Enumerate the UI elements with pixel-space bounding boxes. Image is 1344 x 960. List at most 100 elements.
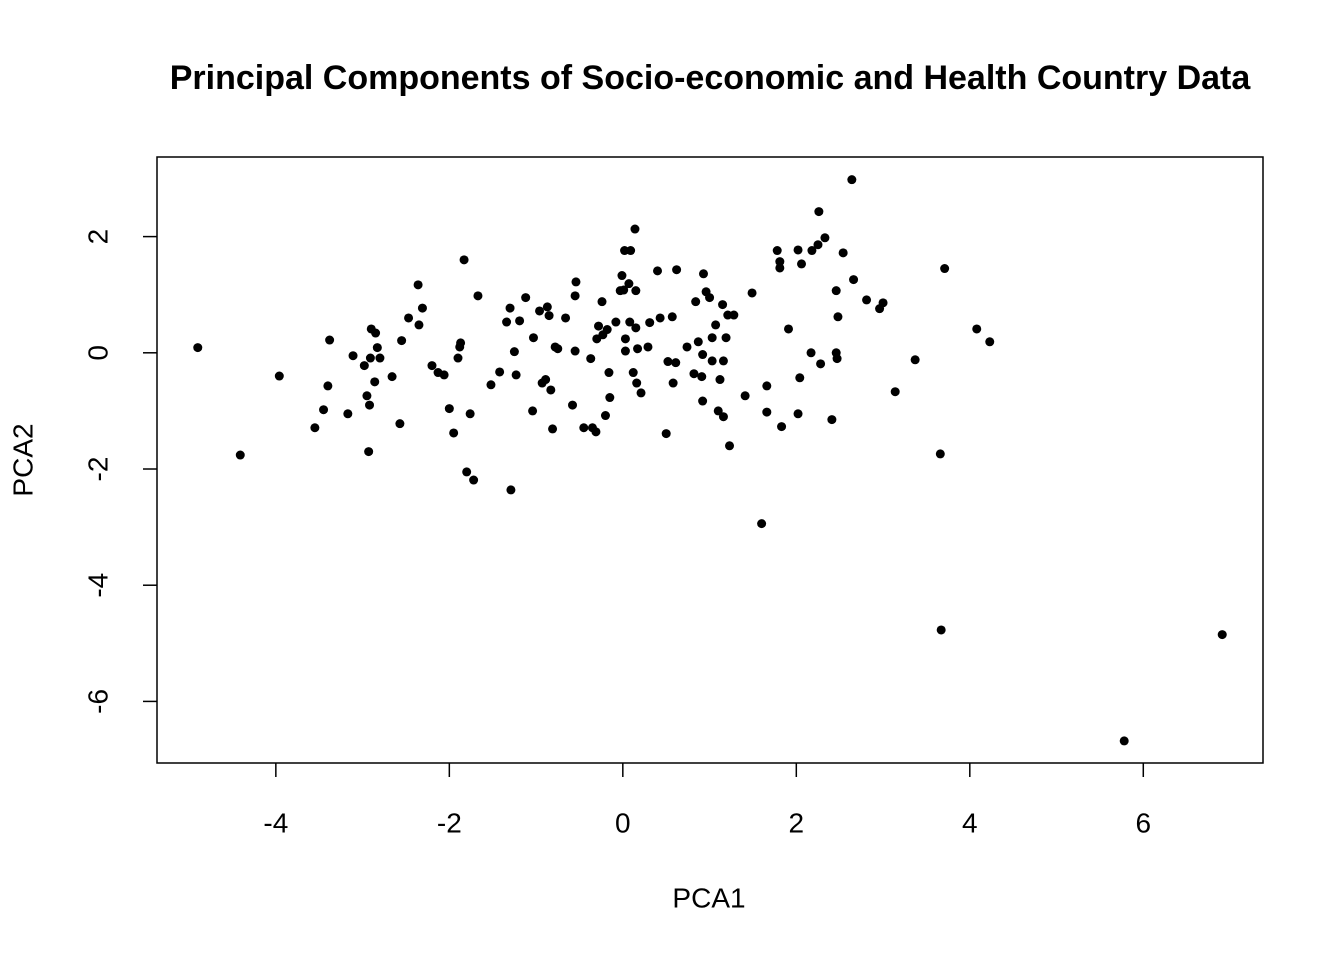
- y-tick-label: -2: [82, 457, 113, 482]
- x-tick-label: -4: [263, 807, 288, 838]
- point: [661, 429, 671, 439]
- point: [319, 405, 329, 415]
- point: [619, 285, 629, 295]
- point: [413, 280, 423, 290]
- point: [698, 396, 708, 406]
- point: [417, 303, 427, 313]
- chart-title: Principal Components of Socio-economic a…: [170, 59, 1252, 97]
- point: [985, 337, 995, 347]
- point: [849, 275, 859, 285]
- point: [631, 286, 641, 296]
- point: [343, 409, 353, 419]
- point: [935, 449, 945, 459]
- point: [364, 447, 374, 457]
- point: [502, 317, 512, 327]
- point: [456, 338, 466, 348]
- point: [632, 378, 642, 388]
- point: [193, 343, 203, 353]
- point: [548, 424, 558, 434]
- point: [1217, 630, 1227, 640]
- point: [509, 347, 519, 357]
- point: [375, 353, 385, 363]
- point: [370, 377, 380, 387]
- point: [643, 342, 653, 352]
- point: [813, 240, 823, 250]
- point: [814, 207, 824, 217]
- point: [511, 370, 521, 380]
- point: [762, 407, 772, 417]
- point: [820, 233, 830, 243]
- point: [602, 325, 612, 335]
- point: [777, 422, 787, 432]
- point: [784, 324, 794, 334]
- point: [667, 312, 677, 322]
- point: [624, 279, 634, 289]
- point: [832, 354, 842, 364]
- point: [274, 371, 284, 381]
- point: [521, 293, 531, 303]
- point: [691, 297, 701, 307]
- point: [718, 412, 728, 422]
- point: [795, 373, 805, 383]
- x-tick-label: 6: [1136, 807, 1152, 838]
- point: [528, 406, 538, 416]
- point: [323, 381, 333, 391]
- point: [721, 333, 731, 343]
- point: [806, 348, 816, 358]
- point: [365, 353, 375, 363]
- point: [439, 370, 449, 380]
- point: [775, 263, 785, 273]
- point: [397, 336, 407, 346]
- point: [645, 318, 655, 328]
- point: [793, 245, 803, 255]
- point: [725, 441, 735, 451]
- point: [605, 393, 615, 403]
- point: [833, 312, 843, 322]
- point: [568, 400, 578, 410]
- point: [707, 333, 717, 343]
- point: [611, 317, 621, 327]
- point: [579, 423, 589, 433]
- x-tick-label: -2: [437, 807, 462, 838]
- point: [404, 313, 414, 323]
- point: [890, 387, 900, 397]
- point: [626, 246, 636, 256]
- point: [469, 475, 479, 485]
- point: [465, 409, 475, 419]
- point: [310, 423, 320, 433]
- point: [546, 385, 556, 395]
- point: [713, 406, 723, 416]
- point: [625, 317, 635, 327]
- point: [620, 346, 630, 356]
- point: [586, 354, 596, 364]
- point: [807, 246, 817, 256]
- point: [571, 277, 581, 287]
- point: [631, 323, 641, 333]
- point: [505, 303, 515, 313]
- point: [506, 485, 516, 495]
- point: [936, 625, 946, 635]
- x-tick-label: 2: [789, 807, 805, 838]
- point: [544, 311, 554, 321]
- point: [672, 265, 682, 275]
- point: [718, 356, 728, 366]
- point: [729, 310, 739, 320]
- point: [362, 391, 372, 401]
- y-tick-label: -4: [82, 573, 113, 598]
- point: [444, 404, 454, 414]
- point: [235, 450, 245, 460]
- point: [655, 313, 665, 323]
- point: [972, 324, 982, 334]
- point: [910, 355, 920, 365]
- point: [570, 346, 580, 356]
- point: [371, 328, 381, 338]
- point: [449, 428, 459, 438]
- y-tick-label: 0: [82, 345, 113, 361]
- point: [486, 380, 496, 390]
- point: [740, 391, 750, 401]
- point: [693, 337, 703, 347]
- point: [698, 269, 708, 279]
- point: [1119, 736, 1129, 746]
- point: [705, 293, 715, 303]
